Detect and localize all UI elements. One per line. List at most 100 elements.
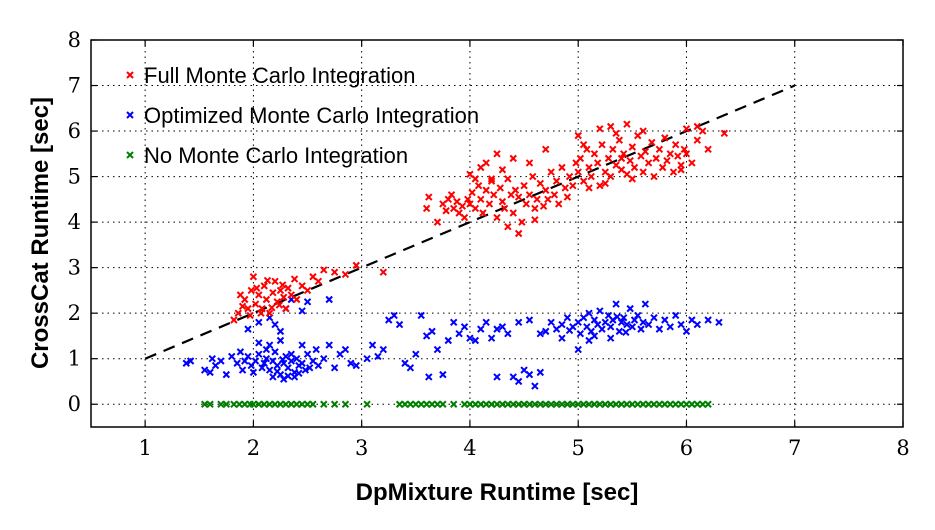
data-point — [200, 366, 209, 374]
data-point — [688, 159, 696, 167]
data-point — [666, 150, 674, 158]
data-point — [276, 336, 285, 345]
data-point — [222, 400, 231, 408]
data-point — [249, 368, 258, 377]
data-point — [704, 316, 712, 324]
data-point — [493, 213, 501, 222]
data-point — [255, 318, 263, 326]
data-point — [604, 154, 613, 163]
reference-line — [144, 84, 796, 360]
data-point — [260, 359, 268, 367]
data-point — [496, 184, 504, 192]
data-point — [233, 359, 241, 367]
series-0 — [230, 120, 729, 324]
data-point — [606, 323, 615, 331]
data-point — [268, 304, 276, 312]
data-point — [542, 327, 550, 336]
data-point — [276, 286, 285, 295]
data-point — [265, 366, 274, 374]
data-point — [309, 400, 317, 408]
data-point — [487, 334, 496, 342]
data-point — [555, 200, 563, 208]
data-point — [623, 320, 631, 329]
data-point — [464, 195, 472, 204]
data-point — [244, 352, 252, 361]
data-point — [626, 156, 634, 165]
data-point — [303, 286, 312, 295]
data-point — [303, 298, 312, 306]
data-point — [487, 177, 496, 185]
data-point — [290, 275, 299, 283]
data-point — [544, 195, 552, 204]
data-point — [590, 332, 599, 340]
data-point — [531, 204, 539, 213]
data-point — [720, 129, 729, 138]
data-point — [460, 323, 469, 331]
data-point — [314, 361, 323, 370]
data-point — [682, 150, 691, 158]
y-tick-label: 0 — [68, 392, 81, 416]
data-point — [474, 181, 483, 190]
data-point — [531, 382, 539, 390]
data-point — [661, 134, 669, 142]
data-point — [650, 172, 658, 181]
data-point — [433, 218, 442, 226]
data-point — [630, 163, 639, 172]
data-point — [547, 168, 555, 176]
data-point — [251, 300, 260, 308]
data-point — [269, 288, 277, 297]
data-point — [208, 354, 216, 363]
data-point — [330, 268, 339, 276]
data-point — [504, 175, 512, 183]
y-tick-label: 2 — [68, 301, 81, 325]
data-point — [379, 345, 388, 354]
data-point — [320, 400, 328, 408]
data-point — [271, 320, 279, 329]
data-point — [260, 282, 268, 290]
data-point — [644, 159, 653, 167]
data-point — [287, 350, 296, 358]
data-point — [485, 200, 494, 208]
data-point — [330, 364, 339, 372]
data-point — [246, 311, 254, 320]
data-point — [576, 154, 585, 163]
data-point — [682, 125, 691, 133]
data-point — [612, 300, 620, 308]
data-point — [278, 281, 287, 289]
data-point — [278, 355, 287, 364]
data-points — [182, 120, 729, 408]
data-point — [341, 270, 350, 279]
data-point — [244, 304, 252, 313]
data-point — [298, 341, 306, 349]
data-point — [585, 309, 593, 317]
data-point — [425, 193, 433, 201]
data-point — [504, 222, 512, 231]
data-point — [650, 314, 658, 322]
data-point — [574, 131, 582, 140]
data-point — [658, 163, 667, 172]
legend: Full Monte Carlo Integration Optimized Mo… — [126, 63, 479, 168]
data-point — [596, 125, 604, 133]
data-point — [628, 143, 637, 151]
reference-line-group — [144, 84, 796, 360]
data-point — [563, 314, 572, 322]
data-point — [422, 204, 431, 213]
data-point — [280, 293, 288, 301]
y-tick-label: 4 — [68, 210, 81, 234]
data-point — [390, 311, 398, 320]
data-point — [606, 122, 615, 131]
data-point — [525, 316, 534, 324]
data-point — [312, 345, 320, 354]
data-point — [252, 284, 261, 292]
data-point — [612, 129, 620, 138]
data-point — [639, 127, 647, 135]
y-tick-label: 8 — [68, 28, 81, 52]
data-point — [449, 318, 458, 326]
data-point — [533, 195, 541, 204]
data-point — [276, 327, 285, 336]
data-point — [596, 307, 604, 315]
data-point — [579, 141, 588, 149]
data-point — [325, 295, 333, 304]
data-point — [320, 354, 328, 363]
